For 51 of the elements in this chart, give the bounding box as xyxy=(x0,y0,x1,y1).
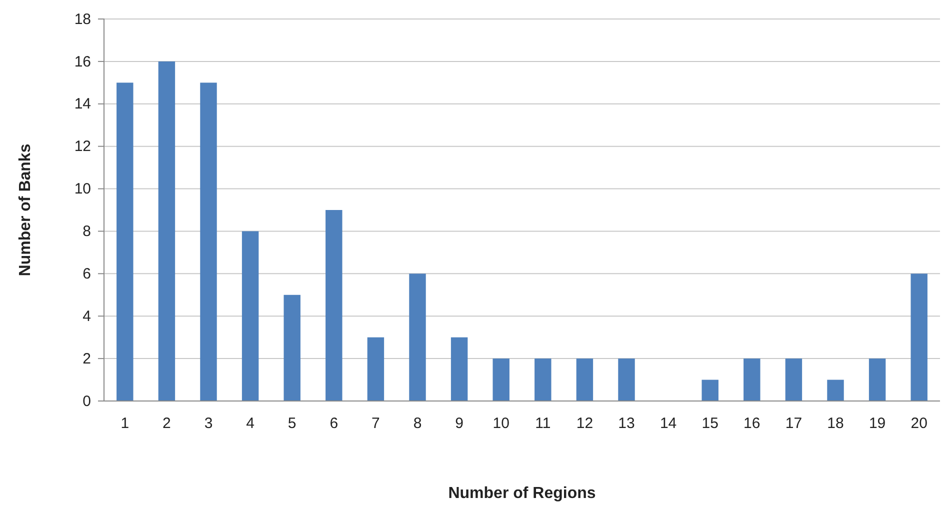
bar xyxy=(702,380,718,401)
x-tick-label: 11 xyxy=(535,415,551,432)
bar xyxy=(200,82,217,401)
bar xyxy=(367,337,384,401)
bar xyxy=(868,358,886,401)
x-tick-label: 20 xyxy=(910,415,928,432)
bar xyxy=(158,61,176,401)
bar xyxy=(450,337,468,401)
y-tick-label: 16 xyxy=(74,53,91,70)
y-tick-label: 18 xyxy=(74,10,91,28)
x-tick-label: 9 xyxy=(455,415,464,432)
bar xyxy=(785,358,802,401)
x-tick-label: 7 xyxy=(372,415,380,432)
y-tick-label: 2 xyxy=(82,350,91,368)
y-tick-label: 14 xyxy=(74,96,91,113)
y-axis-title: Number of Banks xyxy=(17,144,34,276)
x-tick-label: 1 xyxy=(120,415,130,432)
bar xyxy=(492,358,510,401)
y-tick-label: 6 xyxy=(82,265,91,282)
bar xyxy=(576,358,594,401)
bar xyxy=(284,294,300,401)
x-tick-label: 16 xyxy=(744,415,760,432)
x-tick-label: 5 xyxy=(288,415,296,432)
x-tick-label: 10 xyxy=(492,415,510,432)
bar xyxy=(534,358,552,401)
x-tick-label: 2 xyxy=(162,415,171,432)
bar xyxy=(910,274,928,401)
x-tick-label: 6 xyxy=(330,415,338,432)
y-tick-label: 10 xyxy=(74,180,91,198)
bar xyxy=(116,82,134,401)
y-tick-label: 12 xyxy=(74,138,91,156)
y-tick-label: 8 xyxy=(82,223,91,240)
x-axis-title: Number of Regions xyxy=(448,485,596,502)
x-tick-label: 13 xyxy=(618,415,635,432)
x-tick-label: 3 xyxy=(204,415,213,432)
y-tick-label: 4 xyxy=(82,308,91,325)
bar xyxy=(326,210,342,401)
bar xyxy=(827,380,844,401)
x-tick-label: 4 xyxy=(246,415,254,432)
bar xyxy=(618,358,635,401)
x-tick-label: 8 xyxy=(413,415,422,432)
x-tick-label: 14 xyxy=(660,415,677,432)
bar xyxy=(242,231,259,401)
x-tick-label: 12 xyxy=(576,415,594,432)
bar xyxy=(409,274,426,401)
x-tick-label: 18 xyxy=(827,415,844,432)
x-tick-label: 19 xyxy=(868,415,886,432)
bar xyxy=(744,358,760,401)
x-tick-label: 15 xyxy=(702,415,718,432)
x-tick-label: 17 xyxy=(785,415,802,432)
y-tick-label: 0 xyxy=(82,392,91,410)
